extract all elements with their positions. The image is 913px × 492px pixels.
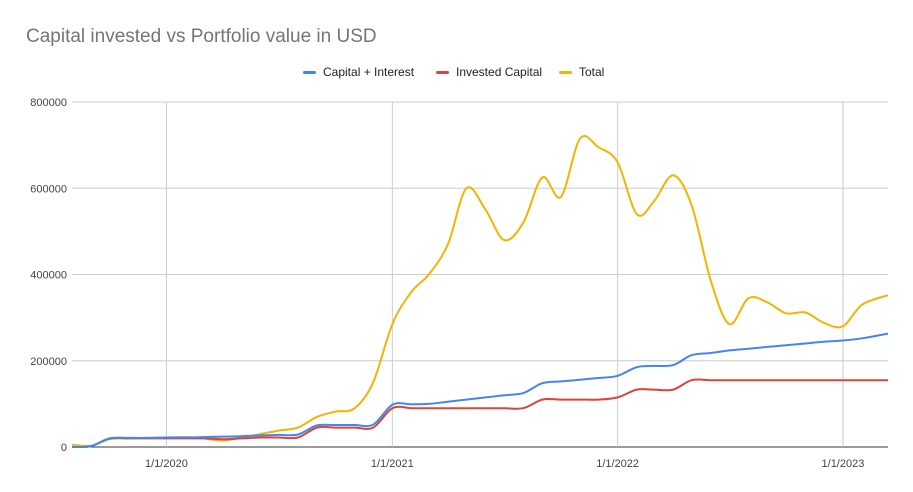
chart-title: Capital invested vs Portfolio value in U…: [26, 26, 377, 47]
legend-swatch: [559, 70, 572, 74]
series-line-total: [71, 135, 889, 447]
legend-item-total: Total: [559, 63, 604, 81]
series-line-capital-interest: [71, 332, 889, 449]
series-line-invested-capital: [71, 378, 888, 449]
x-tick-label: 1/1/2023: [822, 458, 865, 470]
legend-label: Invested Capital: [456, 65, 543, 79]
y-tick-label: 800000: [30, 97, 67, 109]
legend-label: Capital + Interest: [323, 65, 415, 79]
legend-swatch: [303, 70, 316, 74]
x-tick-label: 1/1/2021: [371, 458, 414, 470]
x-tick-label: 1/1/2022: [596, 458, 639, 470]
y-tick-label: 400000: [30, 270, 67, 282]
y-tick-label: 0: [61, 442, 67, 454]
legend-item-invested-capital: Invested Capital: [436, 63, 542, 81]
y-tick-label: 200000: [30, 356, 67, 368]
y-tick-label: 600000: [30, 183, 67, 195]
legend-item-capital-interest: Capital + Interest: [303, 63, 414, 81]
chart-legend: Capital + Interest Invested Capital Total: [0, 63, 913, 81]
legend-label: Total: [579, 65, 605, 79]
x-tick-label: 1/1/2020: [145, 458, 188, 470]
legend-swatch: [436, 70, 449, 74]
